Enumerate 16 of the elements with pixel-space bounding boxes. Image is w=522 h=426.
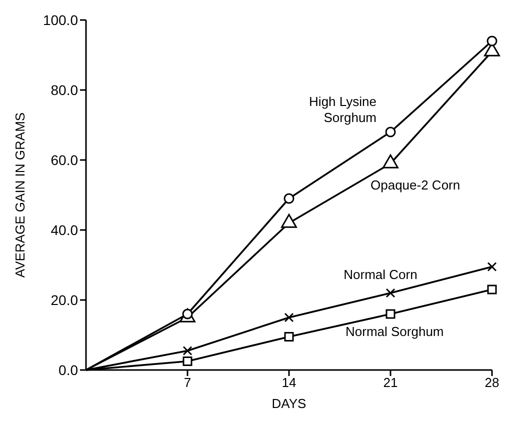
series-label: Opaque-2 Corn (370, 178, 460, 192)
y-tick-label: 100.0 (42, 12, 78, 28)
y-tick-label: 80.0 (50, 82, 78, 98)
y-tick-label: 20.0 (50, 292, 78, 308)
series-label: Normal Corn (344, 267, 418, 282)
x-tick-label: 14 (282, 375, 296, 390)
y-tick-label: 0.0 (58, 362, 78, 378)
x-tick-label: 28 (484, 375, 500, 390)
x-axis-title: DAYS (272, 396, 307, 411)
x-tick-label: 7 (184, 375, 192, 390)
x-tick-label: 21 (383, 375, 398, 390)
series-label: Normal Sorghum (346, 324, 444, 339)
y-axis-title: AVERAGE GAIN IN GRAMS (12, 112, 28, 278)
y-tick-label: 60.0 (50, 152, 78, 168)
series-label: High Lysine Sorghum (309, 94, 376, 125)
y-tick-label: 40.0 (50, 222, 78, 238)
